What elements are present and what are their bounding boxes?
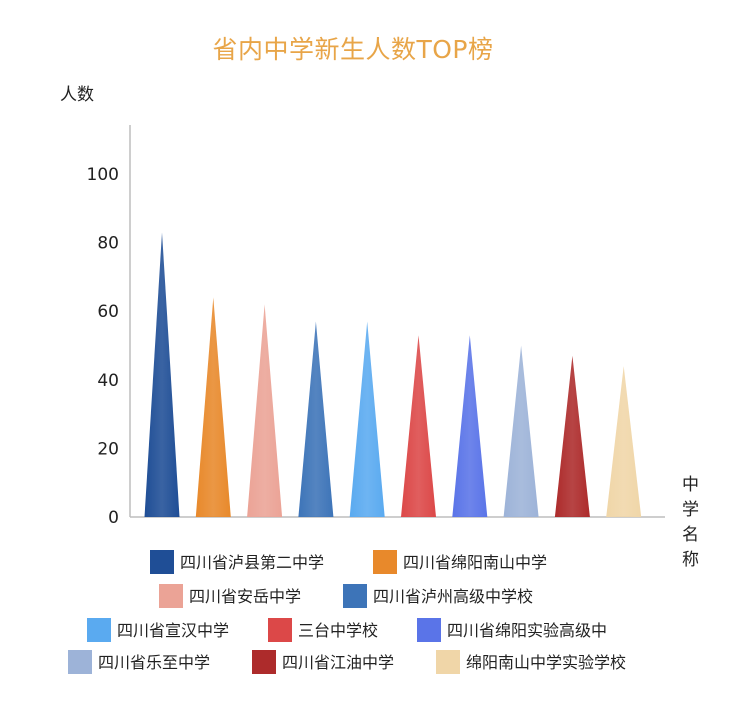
legend-label: 四川省绵阳实验高级中 <box>447 621 607 640</box>
x-axis-label-char: 名 <box>682 525 699 545</box>
bar <box>452 335 488 517</box>
bar <box>349 321 385 517</box>
x-axis-label-char: 称 <box>682 550 699 570</box>
x-axis-label-char: 学 <box>682 500 699 520</box>
legend-swatch <box>68 650 92 674</box>
legend-label: 三台中学校 <box>298 621 378 640</box>
y-tick-label: 80 <box>97 234 119 254</box>
legend-label: 四川省宣汉中学 <box>117 621 229 640</box>
bars <box>144 232 642 517</box>
y-tick-label: 40 <box>97 371 119 391</box>
legend-swatch <box>268 618 292 642</box>
legend-label: 四川省泸州高级中学校 <box>373 587 533 606</box>
y-tick-label: 60 <box>97 302 119 322</box>
legend-swatch <box>343 584 367 608</box>
legend-label: 四川省泸县第二中学 <box>180 553 324 572</box>
legend-swatch <box>417 618 441 642</box>
legend-swatch <box>159 584 183 608</box>
legend-label: 四川省安岳中学 <box>189 587 301 606</box>
legend-swatch <box>373 550 397 574</box>
legend-label: 四川省绵阳南山中学 <box>403 553 547 572</box>
bar <box>401 335 436 517</box>
legend-label: 四川省江油中学 <box>282 653 394 672</box>
y-tick-label: 0 <box>108 508 119 528</box>
legend-label: 四川省乐至中学 <box>98 653 210 672</box>
legend-swatch <box>150 550 174 574</box>
legend-swatch <box>87 618 111 642</box>
bar <box>606 366 642 517</box>
bar <box>144 232 180 517</box>
legend-swatch <box>252 650 276 674</box>
bar <box>195 297 231 517</box>
y-tick-label: 20 <box>97 439 119 459</box>
bar <box>554 355 590 517</box>
y-axis-ticks: 0 20 40 60 80 100 <box>87 165 119 528</box>
x-axis-label-char: 中 <box>682 475 699 495</box>
legend-label: 绵阳南山中学实验学校 <box>466 653 626 672</box>
legend-swatch <box>436 650 460 674</box>
bar <box>247 304 283 517</box>
bar <box>298 321 334 517</box>
y-axis-label: 人数 <box>60 85 94 105</box>
y-tick-label: 100 <box>87 165 119 185</box>
bar <box>503 345 539 517</box>
chart-title: 省内中学新生人数TOP榜 <box>212 35 494 64</box>
